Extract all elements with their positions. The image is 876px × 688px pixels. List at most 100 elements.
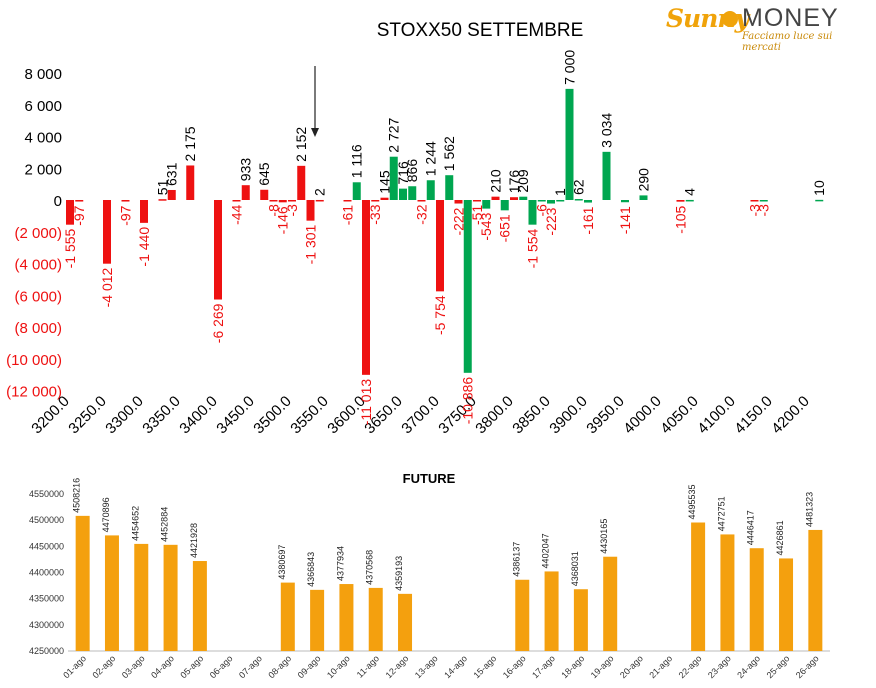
chart1-data-label: 2 727 [386,117,402,152]
logo-tagline: Facciamo luce sui mercati [742,31,833,53]
chart1-xtick-label: 3500.0 [250,393,294,437]
chart2-data-label: 4370568 [365,550,375,585]
chart2-bar [544,571,559,651]
chart2-data-label: 4472751 [716,496,726,531]
chart1-bar [547,200,555,204]
chart1-xtick-label: 3450.0 [213,393,257,437]
chart2-data-label: 4377934 [335,546,345,581]
chart1-data-label: 290 [636,168,652,192]
chart1-bar [380,197,389,200]
chart1-ytick-label: 4 000 [24,130,62,147]
chart1-data-label: 631 [164,162,180,186]
chart1-bar [352,182,361,200]
chart1-bar [260,189,269,200]
sunny-money-logo: Sunny MONEY Facciamo luce sui mercati [660,2,860,53]
chart2-bar [310,589,325,651]
chart2-xtick-label: 03-ago [120,653,147,680]
chart2-ytick-label: 4300000 [29,620,64,630]
chart1-data-label: -97 [71,205,87,225]
chart1-data-label: -146 [275,206,291,234]
chart1-xtick-label: 4000.0 [620,393,664,437]
chart1-data-label: -4 012 [99,267,115,307]
chart2-xtick-label: 14-ago [442,653,469,680]
chart2-xtick-label: 22-ago [677,653,704,680]
chart1-data-label: -6 [534,204,550,217]
chart2-ytick-label: 4450000 [29,541,64,551]
chart1-ytick-label: 0 [54,193,62,210]
chart2-xtick-label: 16-ago [501,653,528,680]
chart2-xtick-label: 04-ago [149,653,176,680]
chart1-ytick-label: (10 000) [6,352,62,369]
chart2-xtick-label: 19-ago [589,653,616,680]
chart1-data-label: -651 [497,214,513,242]
chart1-data-label: -3 [284,204,300,217]
chart1-bar [528,200,537,225]
chart1-data-label: 933 [238,158,254,182]
chart1-data-label: -222 [451,207,467,235]
chart1-data-label: 10 [811,180,827,196]
chart1-bar [389,156,398,200]
logo-money-text: MONEY [742,4,839,32]
chart1-bar [482,200,491,209]
chart1-bar [759,200,768,202]
chart1-ytick-label: 2 000 [24,161,62,178]
chart2-xtick-label: 21-ago [647,653,674,680]
chart1-data-label: 1 116 [349,144,365,178]
chart1-bar [454,200,463,204]
chart1-bar [445,175,454,200]
chart1-bar [500,200,509,211]
chart1-xtick-label: 3300.0 [102,393,146,437]
chart2-data-label: 4495535 [687,484,697,519]
chart2-bar [75,515,90,651]
chart1-ytick-label: (12 000) [6,384,62,401]
chart1-bar [288,200,296,202]
chart2-xtick-label: 18-ago [559,653,586,680]
chart2-data-label: 4481323 [804,492,814,527]
chart1-xtick-label: 3350.0 [139,393,183,437]
chart1-xtick-label: 3700.0 [398,393,442,437]
chart1-bar [519,196,528,200]
chart2-bar [134,543,149,651]
chart1-ytick-label: (8 000) [14,320,62,337]
chart1-data-label: -8 [266,204,282,217]
chart1-data-label: -3 [747,204,763,217]
chart1-bar [537,200,546,202]
chart1-data-label: -1 555 [62,228,78,268]
chart1-bar [297,165,306,200]
chart1-bar [436,200,444,292]
chart2-bar [603,556,618,651]
chart1-bar [426,180,435,200]
chart2-xtick-label: 13-ago [413,653,440,680]
chart2-ytick-label: 4550000 [29,489,64,499]
chart2-bar [280,582,295,651]
chart2-data-label: 4508216 [72,478,82,513]
chart2-bar [720,534,735,651]
chart1-data-label: 176 [506,170,522,194]
chart2-xtick-label: 17-ago [530,653,557,680]
chart1-data-label: 51 [155,179,171,195]
chart2-bar [104,535,119,651]
chart1-bar [241,185,250,200]
chart1-data-label: -223 [543,207,559,235]
chart1-bar [565,88,574,200]
chart1-data-label: 3 034 [599,113,615,148]
chart1-data-label: -5 754 [432,295,448,335]
chart1-data-label: 2 175 [182,126,198,161]
chart1-bar [186,165,195,200]
chart2-xtick-label: 07-ago [237,653,264,680]
chart1-bar [685,199,694,202]
chart1-bar [269,200,278,202]
chart2-xtick-label: 23-ago [706,653,733,680]
chart2-xtick-label: 08-ago [266,653,293,680]
chart1-data-label: 716 [395,161,411,185]
chart1-xtick-label: 3400.0 [176,393,220,437]
chart2-data-label: 4470896 [101,497,111,532]
chart1-bar [167,189,176,200]
chart2-data-label: 4366843 [306,552,316,587]
chart1-bar [510,197,518,200]
chart2-data-label: 4430165 [599,519,609,554]
chart1-xtick-label: 3950.0 [583,393,627,437]
chart1-data-label: -97 [118,205,134,225]
chart1-data-label: -44 [229,204,245,224]
chart1-xtick-label: 3550.0 [287,393,331,437]
